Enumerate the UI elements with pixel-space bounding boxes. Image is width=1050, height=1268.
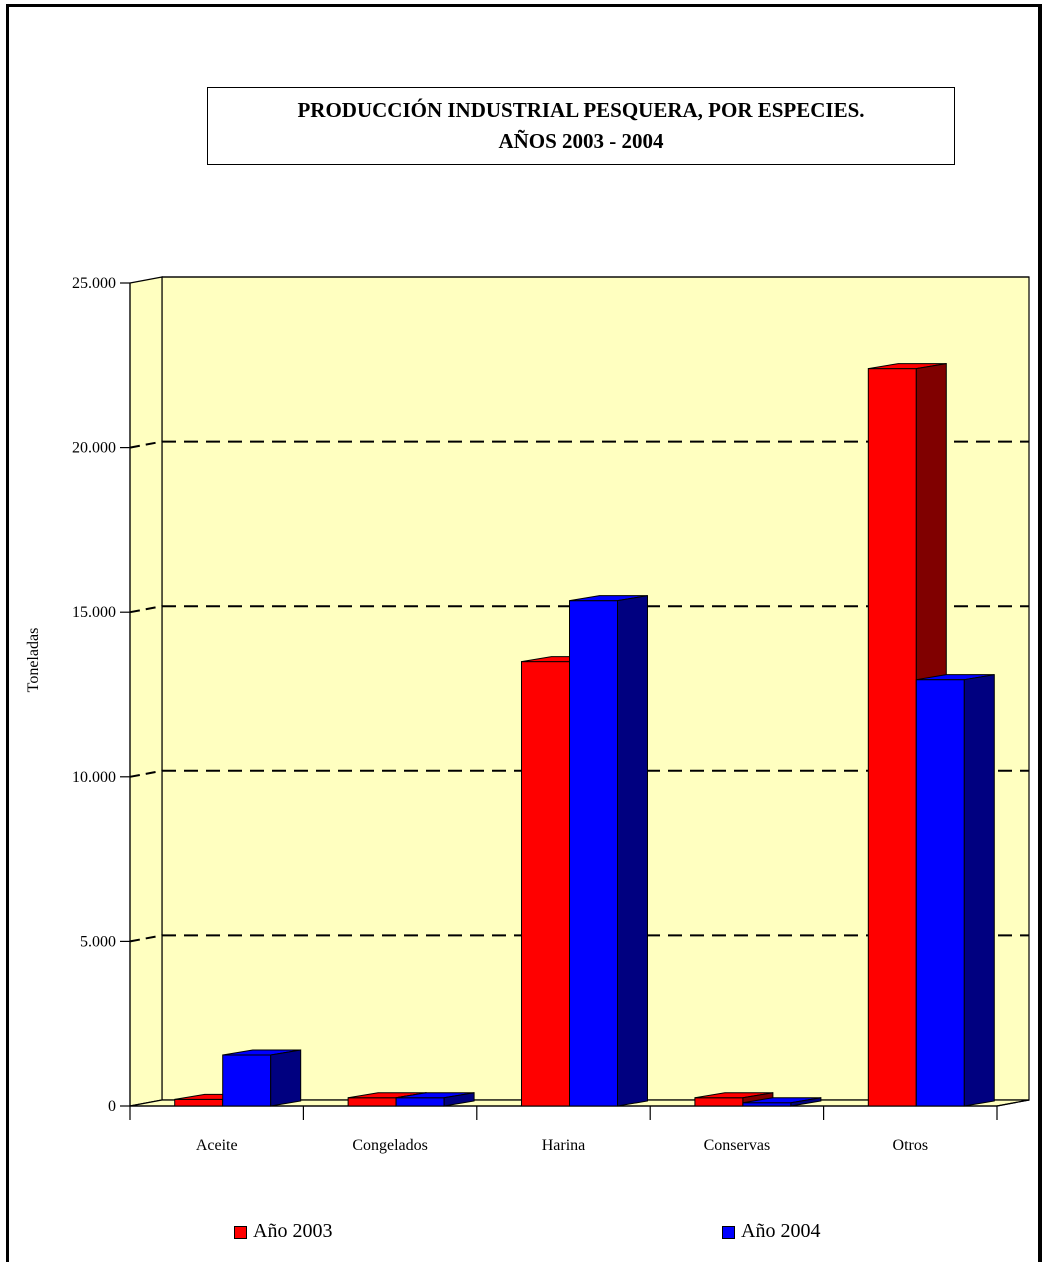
legend-item-2004: Año 2004 [722,1220,820,1243]
x-tick-label: Otros [893,1137,929,1154]
bar-side-face [963,674,995,1107]
x-tick-label: Conservas [704,1137,771,1154]
bar-año-2003 [521,661,570,1107]
bar-año-2003 [694,1097,744,1107]
bar-side-face [790,1097,822,1107]
y-axis-label: Toneladas [25,628,42,693]
x-tick-label: Harina [542,1137,586,1154]
gridline-side [129,769,163,778]
bar-año-2003 [174,1098,224,1107]
gridline-side [129,440,163,449]
bar-año-2004 [222,1054,272,1107]
chart-title-box: PRODUCCIÓN INDUSTRIAL PESQUERA, POR ESPE… [207,87,955,165]
bar-side-face [617,595,648,1107]
y-tick-label: 0 [108,1098,116,1115]
y-tick-label: 10.000 [72,769,116,786]
legend-label-2004: Año 2004 [741,1220,821,1242]
plot-side-wall [129,276,163,1107]
legend-label-2003: Año 2003 [253,1220,333,1242]
bar-side-face [443,1092,475,1107]
bar-año-2004 [395,1097,445,1107]
chart-frame [6,4,1042,1262]
floor-edge [996,1099,1030,1107]
bar-año-2003 [347,1097,397,1107]
gridline-side [129,605,163,614]
y-tick-label: 20.000 [72,440,116,457]
chart-title-line-1: PRODUCCIÓN INDUSTRIAL PESQUERA, POR ESPE… [297,98,865,122]
gridline-side [129,934,163,943]
x-tick-label: Aceite [196,1137,238,1154]
bar-año-2003 [867,368,917,1107]
y-tick-label: 25.000 [72,275,116,292]
bar-año-2004 [569,600,618,1107]
y-tick-label: 15.000 [72,604,116,621]
legend-item-2003: Año 2003 [234,1220,332,1243]
bar-año-2004 [915,679,965,1107]
x-tick-label: Congelados [352,1137,428,1154]
bar-side-face [270,1049,302,1107]
chart-title-line-2: AÑOS 2003 - 2004 [498,129,664,153]
y-tick-label: 5.000 [80,933,116,950]
legend-swatch-2003 [234,1226,247,1239]
legend-swatch-2004 [722,1226,735,1239]
